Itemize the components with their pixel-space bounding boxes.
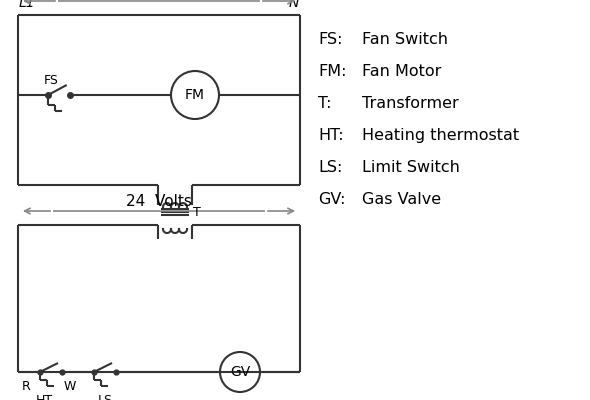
- Text: N: N: [289, 0, 299, 10]
- Text: Fan Motor: Fan Motor: [362, 64, 441, 79]
- Text: W: W: [64, 380, 76, 393]
- Text: LS: LS: [97, 394, 113, 400]
- Text: Heating thermostat: Heating thermostat: [362, 128, 519, 143]
- Text: FS: FS: [44, 74, 59, 87]
- Text: T:: T:: [318, 96, 332, 111]
- Text: LS:: LS:: [318, 160, 342, 175]
- Text: FM:: FM:: [318, 64, 346, 79]
- Text: Transformer: Transformer: [362, 96, 459, 111]
- Text: Limit Switch: Limit Switch: [362, 160, 460, 175]
- Text: R: R: [22, 380, 30, 393]
- Text: FM: FM: [185, 88, 205, 102]
- Text: HT:: HT:: [318, 128, 343, 143]
- Text: HT: HT: [35, 394, 53, 400]
- Text: T: T: [193, 206, 201, 218]
- Text: L1: L1: [19, 0, 35, 10]
- Text: Gas Valve: Gas Valve: [362, 192, 441, 207]
- Text: FS:: FS:: [318, 32, 343, 47]
- Text: GV:: GV:: [318, 192, 346, 207]
- Text: Fan Switch: Fan Switch: [362, 32, 448, 47]
- Text: 24  Volts: 24 Volts: [126, 194, 192, 209]
- Text: GV: GV: [230, 365, 250, 379]
